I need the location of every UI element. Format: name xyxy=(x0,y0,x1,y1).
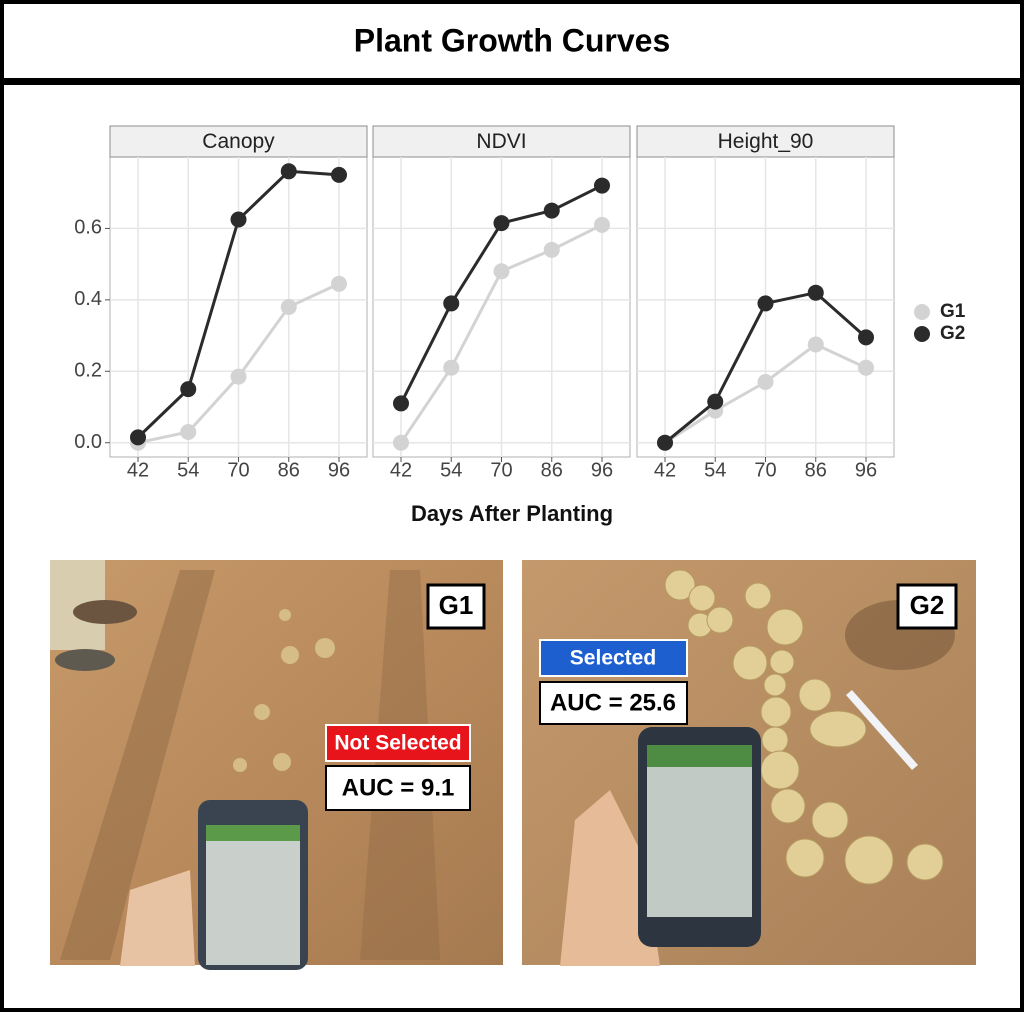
y-tick-label: 0.2 xyxy=(74,360,102,382)
point xyxy=(493,263,510,280)
point xyxy=(180,381,197,398)
x-tick-label: 86 xyxy=(805,459,827,481)
x-tick-label: 96 xyxy=(591,459,613,481)
x-tick-label: 42 xyxy=(127,459,149,481)
x-tick-label: 70 xyxy=(227,459,249,481)
figure-title: Plant Growth Curves xyxy=(354,22,671,58)
point xyxy=(280,299,297,315)
status-badge xyxy=(325,724,471,762)
point xyxy=(130,429,146,446)
x-tick-label: 70 xyxy=(754,459,776,481)
photo-tag: G2 xyxy=(910,590,945,620)
point xyxy=(230,368,247,385)
auc-box xyxy=(325,765,471,811)
point xyxy=(331,275,347,292)
status-text: Not Selected xyxy=(334,732,461,755)
point xyxy=(707,393,724,410)
x-axis-title: Days After Planting xyxy=(411,501,613,526)
point xyxy=(807,284,824,301)
point xyxy=(331,166,347,183)
point xyxy=(230,211,247,228)
point xyxy=(807,336,824,353)
point xyxy=(594,177,610,194)
y-tick-label: 0.4 xyxy=(74,288,102,310)
status-badge xyxy=(539,639,688,677)
y-tick-label: 0.0 xyxy=(74,431,102,453)
point xyxy=(594,216,610,233)
point xyxy=(443,295,460,312)
point xyxy=(757,374,774,390)
x-tick-label: 70 xyxy=(490,459,512,481)
strip xyxy=(109,125,368,158)
point xyxy=(393,434,409,451)
auc-text: AUC = 9.1 xyxy=(342,774,455,801)
point xyxy=(543,202,560,219)
point xyxy=(493,215,510,232)
x-tick-label: 54 xyxy=(440,459,462,481)
point xyxy=(543,241,560,258)
point xyxy=(393,395,409,412)
auc-box xyxy=(539,681,688,725)
strip-label: NDVI xyxy=(476,130,526,153)
point xyxy=(757,295,774,312)
x-tick-label: 96 xyxy=(328,459,350,481)
x-tick-label: 86 xyxy=(278,459,300,481)
legend-swatch xyxy=(914,304,930,320)
x-tick-label: 86 xyxy=(541,459,563,481)
point xyxy=(180,424,197,440)
strip xyxy=(636,125,895,158)
auc-text: AUC = 25.6 xyxy=(550,689,676,716)
legend-label: G1 xyxy=(940,301,966,322)
point xyxy=(657,434,673,451)
x-tick-label: 42 xyxy=(390,459,412,481)
x-tick-label: 54 xyxy=(704,459,726,481)
strip-label: Canopy xyxy=(202,130,275,153)
tag-box xyxy=(896,583,958,630)
strip-label: Height_90 xyxy=(718,130,814,153)
point xyxy=(443,359,460,376)
x-tick-label: 96 xyxy=(855,459,877,481)
y-tick-label: 0.6 xyxy=(74,217,102,239)
point xyxy=(858,329,874,346)
x-tick-label: 54 xyxy=(177,459,199,481)
point xyxy=(858,359,874,376)
x-tick-label: 42 xyxy=(654,459,676,481)
tag-box xyxy=(426,583,486,630)
point xyxy=(280,163,297,180)
photo-tag: G1 xyxy=(439,590,474,620)
legend-swatch xyxy=(914,326,930,342)
status-text: Selected xyxy=(570,647,656,670)
legend-label: G2 xyxy=(940,323,965,344)
title-rule xyxy=(2,78,1022,85)
